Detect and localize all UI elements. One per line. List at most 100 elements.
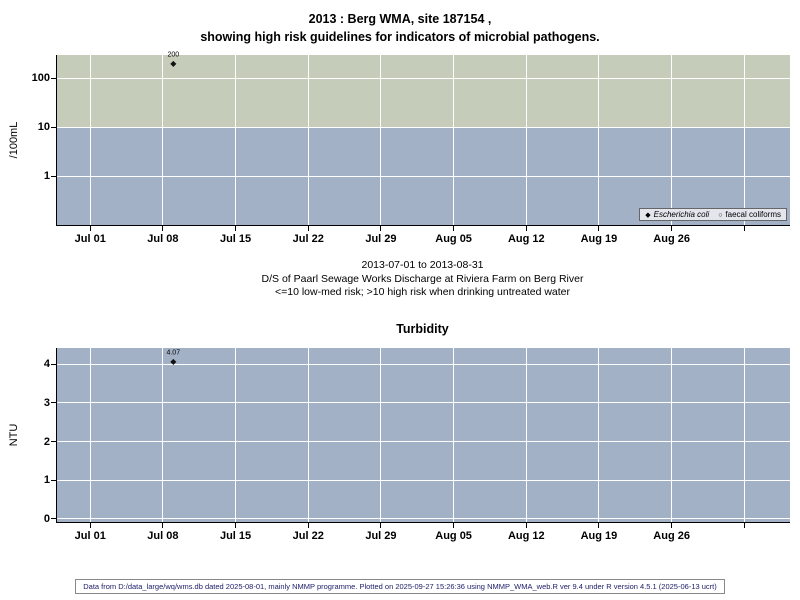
x-tick-label: Aug 19 xyxy=(580,530,618,542)
x-tick-label: Aug 12 xyxy=(507,233,545,245)
x-tick-mark xyxy=(89,523,91,528)
gridline-vertical xyxy=(235,55,237,225)
x-tick-label: Jul 08 xyxy=(147,530,179,542)
gridline-horizontal xyxy=(57,126,790,128)
x-tick-mark xyxy=(743,226,745,231)
chart1-y-axis-label: /100mL xyxy=(8,121,20,159)
legend-label-faecal-coliforms: faecal coliforms xyxy=(725,210,781,219)
x-tick-label: Jul 22 xyxy=(292,530,324,542)
x-tick-label: Jul 29 xyxy=(365,233,397,245)
gridline-vertical xyxy=(162,55,164,225)
y-tick-label: 10 xyxy=(37,121,50,134)
x-tick-mark xyxy=(380,226,382,231)
y-tick-label: 100 xyxy=(31,72,50,85)
gridline-vertical xyxy=(671,55,673,225)
data-point-marker: ◆ xyxy=(170,58,177,68)
diamond-marker-icon: ◆ xyxy=(645,212,651,219)
gridline-horizontal xyxy=(57,441,790,443)
x-tick-mark xyxy=(235,226,237,231)
gridline-vertical xyxy=(307,55,309,225)
x-tick-label: Aug 05 xyxy=(435,233,472,245)
x-tick-mark xyxy=(162,226,164,231)
x-tick-mark xyxy=(671,523,673,528)
gridline-horizontal xyxy=(57,518,790,520)
gridline-vertical xyxy=(380,55,382,225)
caption-date-range: 2013-07-01 to 2013-08-31 xyxy=(361,259,484,271)
x-tick-label: Jul 15 xyxy=(219,233,252,245)
chart1-title: 2013 : Berg WMA, site 187154 , showing h… xyxy=(0,10,800,46)
gridline-horizontal xyxy=(57,479,790,481)
x-tick-label: Jul 08 xyxy=(147,233,179,245)
plot-background xyxy=(57,348,790,522)
x-tick-label: Aug 05 xyxy=(435,530,472,542)
y-tick-mark xyxy=(51,175,56,177)
x-tick-mark xyxy=(598,523,600,528)
data-point-label: 4.07 xyxy=(166,349,181,357)
chart2-plot-area: 0 1 2 3 4 Jul 01 Jul 08 Jul 15 Jul 22 Jul 29 Aug 0… xyxy=(44,348,790,542)
x-tick-label: Aug 26 xyxy=(653,233,690,245)
legend: ◆ Escherichia coli ○ faecal coliforms xyxy=(639,208,787,221)
chart1-title-line1: 2013 : Berg WMA, site 187154 , xyxy=(308,12,492,26)
y-tick-label: 4 xyxy=(43,358,50,371)
y-tick-mark xyxy=(51,402,56,404)
x-tick-mark xyxy=(598,226,600,231)
x-tick-label: Jul 01 xyxy=(74,233,106,245)
x-tick-label: Aug 12 xyxy=(507,530,545,542)
chart2-y-axis-label: NTU xyxy=(8,423,20,447)
chart2-title: Turbidity xyxy=(396,322,449,336)
y-tick-mark xyxy=(51,518,56,520)
y-tick-mark xyxy=(51,441,56,443)
gridline-vertical xyxy=(525,348,527,522)
y-tick-mark xyxy=(51,77,56,79)
chart1-plot-area: ◆ Escherichia coli ○ faecal coliforms 1 10 1… xyxy=(32,51,790,245)
gridline-vertical xyxy=(598,348,600,522)
gridline-vertical xyxy=(453,348,455,522)
gridline-vertical xyxy=(235,348,237,522)
gridline-horizontal xyxy=(57,175,790,177)
x-tick-label: Jul 15 xyxy=(219,530,252,542)
y-tick-label: 2 xyxy=(43,435,50,448)
x-tick-label: Aug 19 xyxy=(580,233,618,245)
gridline-vertical xyxy=(743,55,745,225)
gridline-vertical xyxy=(453,55,455,225)
caption-risk-note: <=10 low-med risk; >10 high risk when dr… xyxy=(274,286,571,298)
gridline-vertical xyxy=(598,55,600,225)
x-tick-mark xyxy=(162,523,164,528)
y-tick-label: 0 xyxy=(43,512,50,525)
caption-site-description: D/S of Paarl Sewage Works Discharge at R… xyxy=(261,272,584,285)
gridline-vertical xyxy=(307,348,309,522)
chart1-title-line2: showing high risk guidelines for indicat… xyxy=(200,30,600,44)
y-tick-label: 3 xyxy=(43,396,50,409)
x-tick-mark xyxy=(380,523,382,528)
gridline-horizontal xyxy=(57,402,790,404)
x-tick-mark xyxy=(307,226,309,231)
gridline-vertical xyxy=(89,348,91,522)
gridline-horizontal xyxy=(57,77,790,79)
x-tick-label: Jul 01 xyxy=(74,530,106,542)
gridline-vertical xyxy=(671,348,673,522)
x-tick-label: Aug 26 xyxy=(653,530,690,542)
x-tick-mark xyxy=(453,523,455,528)
y-tick-mark xyxy=(51,363,56,365)
circle-marker-icon: ○ xyxy=(718,212,723,219)
gridline-vertical xyxy=(525,55,527,225)
x-tick-mark xyxy=(307,523,309,528)
data-point-marker: ◆ xyxy=(170,356,177,366)
x-tick-mark xyxy=(453,226,455,231)
gridline-vertical xyxy=(380,348,382,522)
high-risk-band xyxy=(57,55,790,128)
data-point-label: 200 xyxy=(167,51,180,59)
x-tick-label: Jul 29 xyxy=(365,530,397,542)
y-tick-label: 1 xyxy=(43,474,50,487)
y-tick-mark xyxy=(51,479,56,481)
x-tick-mark xyxy=(89,226,91,231)
x-tick-mark xyxy=(525,226,527,231)
gridline-vertical xyxy=(162,348,164,522)
footer-note: Data from D:/data_large/wq/wms.db dated … xyxy=(75,579,725,594)
x-tick-mark xyxy=(235,523,237,528)
footer: Data from D:/data_large/wq/wms.db dated … xyxy=(0,576,800,594)
caption: 2013-07-01 to 2013-08-31 D/S of Paarl Se… xyxy=(56,259,789,300)
x-tick-mark xyxy=(743,523,745,528)
gridline-vertical xyxy=(89,55,91,225)
